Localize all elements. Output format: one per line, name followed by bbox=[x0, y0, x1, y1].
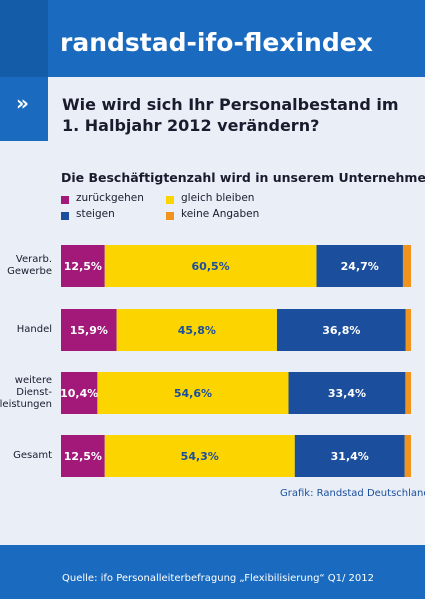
category-label: weitere Dienst-leistungen bbox=[0, 375, 52, 411]
footer-bar: Quelle: ifo Personalleiterbefragung „Fle… bbox=[0, 545, 425, 599]
bar-segment bbox=[404, 435, 411, 477]
legend-swatch bbox=[61, 196, 69, 204]
header-bar: randstad-ifo-flexindex bbox=[0, 0, 425, 77]
legend-swatch bbox=[166, 196, 174, 204]
legend-label: zurückgehen bbox=[76, 192, 144, 204]
question-marker: » bbox=[0, 77, 48, 141]
category-label-line: Handel bbox=[16, 324, 52, 335]
data-label: 60,5% bbox=[192, 260, 230, 273]
page-title: randstad-ifo-flexindex bbox=[60, 28, 373, 57]
source-note: Quelle: ifo Personalleiterbefragung „Fle… bbox=[62, 573, 375, 584]
question-line-2: 1. Halbjahr 2012 verändern? bbox=[62, 116, 320, 135]
legend-swatch bbox=[166, 212, 174, 220]
data-label: 24,7% bbox=[341, 260, 379, 273]
category-label: Verarb. Gewerbe bbox=[0, 254, 52, 278]
category-label: Handel bbox=[0, 324, 52, 336]
legend-swatch bbox=[61, 212, 69, 220]
legend-label: steigen bbox=[76, 208, 115, 220]
data-label: 36,8% bbox=[322, 324, 360, 337]
data-label: 33,4% bbox=[328, 387, 366, 400]
data-label: 10,4% bbox=[60, 387, 98, 400]
category-label: Gesamt bbox=[0, 450, 52, 462]
category-label-line: Gesamt bbox=[13, 450, 52, 461]
data-label: 54,6% bbox=[174, 387, 212, 400]
bar-segment bbox=[288, 372, 406, 414]
bar-segment bbox=[402, 245, 411, 287]
bar-segment bbox=[276, 309, 406, 351]
chart-subtitle: Die Beschäftigtenzahl wird in unserem Un… bbox=[61, 170, 425, 185]
question-text: Wie wird sich Ihr Personalbestand im 1. … bbox=[62, 94, 399, 136]
bar-segment bbox=[97, 372, 289, 414]
data-label: 12,5% bbox=[64, 260, 102, 273]
data-label: 45,8% bbox=[178, 324, 216, 337]
header-accent bbox=[0, 0, 48, 77]
question-line-1: Wie wird sich Ihr Personalbestand im bbox=[62, 95, 399, 114]
bar-segment bbox=[61, 245, 105, 287]
bar-segment bbox=[405, 372, 411, 414]
bar-segment bbox=[294, 435, 405, 477]
category-label-line: Verarb. bbox=[15, 254, 52, 265]
data-label: 54,3% bbox=[181, 450, 219, 463]
bar-segment bbox=[61, 372, 98, 414]
data-label: 31,4% bbox=[331, 450, 369, 463]
category-label-line: Gewerbe bbox=[7, 266, 52, 277]
chart-credit: Grafik: Randstad Deutschland bbox=[280, 488, 425, 499]
data-label: 15,9% bbox=[70, 324, 108, 337]
legend-label: keine Angaben bbox=[181, 208, 260, 220]
legend-label: gleich bleiben bbox=[181, 192, 255, 204]
double-chevron-icon: » bbox=[16, 91, 29, 115]
bar-segment bbox=[316, 245, 403, 287]
data-label: 12,5% bbox=[64, 450, 102, 463]
bar-segment bbox=[116, 309, 277, 351]
bar-segment bbox=[104, 245, 317, 287]
bar-segment bbox=[405, 309, 411, 351]
bar-segment bbox=[104, 435, 295, 477]
bar-segment bbox=[61, 309, 117, 351]
category-label-line: weitere bbox=[14, 375, 52, 386]
category-label-line: leistungen bbox=[0, 399, 52, 410]
category-label-line: Dienst- bbox=[16, 387, 52, 398]
bar-segment bbox=[61, 435, 105, 477]
